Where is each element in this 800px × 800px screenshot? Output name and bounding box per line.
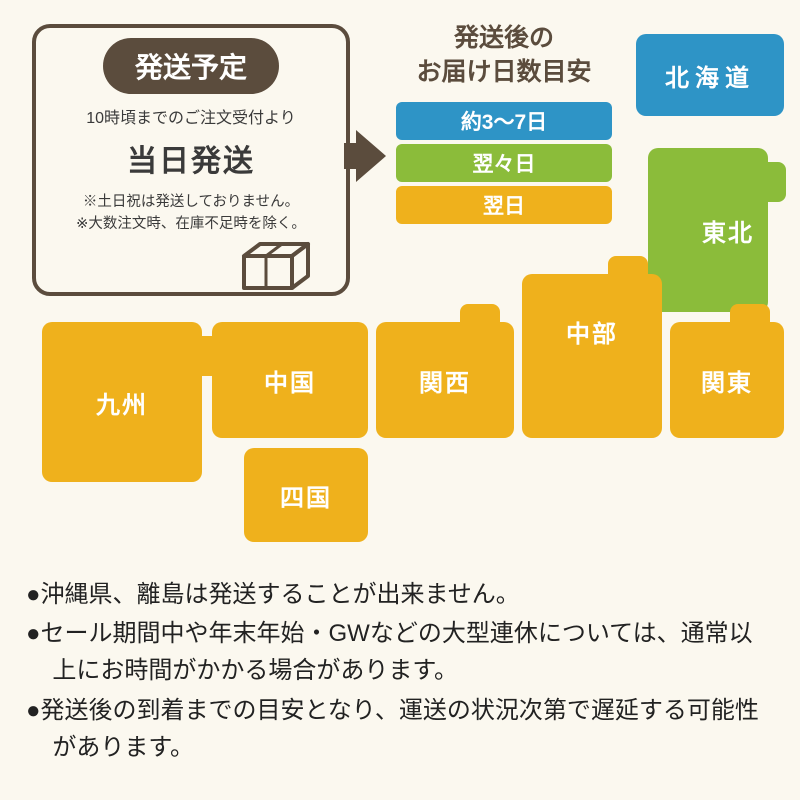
note-item: ●セール期間中や年末年始・GWなどの大型連休については、通常以上にお時間がかかる…	[26, 615, 774, 689]
region-block: 関西	[376, 322, 514, 438]
shipping-subtext: 10時頃までのご注文受付より	[36, 104, 346, 128]
region-block: 中部	[522, 274, 662, 438]
package-icon	[236, 232, 316, 292]
legend-item: 約3～7日	[396, 102, 612, 140]
shipping-pill: 発送予定	[103, 38, 279, 94]
region-block: 中国	[212, 322, 368, 438]
shipping-schedule-box: 発送予定 10時頃までのご注文受付より 当日発送 ※土日祝は発送しておりません。…	[32, 24, 350, 296]
region-block: 九州	[42, 322, 202, 482]
shipping-main-text: 当日発送	[36, 136, 346, 180]
legend-item: 翌々日	[396, 144, 612, 182]
delivery-days-title: 発送後の お届け日数目安	[392, 22, 616, 90]
note-item: ●沖縄県、離島は発送することが出来ません。	[26, 576, 774, 613]
region-block: 四国	[244, 448, 368, 542]
arrow-icon	[356, 130, 386, 182]
notes-list: ●沖縄県、離島は発送することが出来ません。●セール期間中や年末年始・GWなどの大…	[26, 576, 774, 768]
region-block: 北海道	[636, 34, 784, 116]
legend-item: 翌日	[396, 186, 612, 224]
region-block: 東北	[648, 148, 768, 312]
note-item: ●発送後の到着までの目安となり、運送の状況次第で遅延する可能性があります。	[26, 692, 774, 766]
region-block: 関東	[670, 322, 784, 438]
shipping-note: ※土日祝は発送しておりません。 ※大数注文時、在庫不足時を除く。	[36, 192, 346, 236]
